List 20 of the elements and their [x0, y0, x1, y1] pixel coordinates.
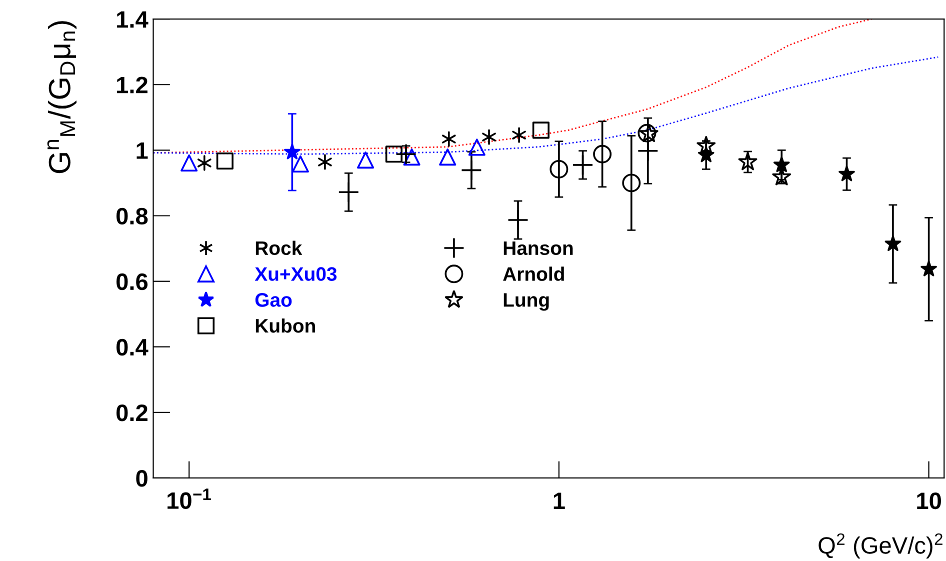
legend-label: Rock [256, 240, 302, 256]
legend-label: Gao [255, 293, 292, 307]
y-tick-label: 0.6 [116, 273, 148, 290]
legend-label: Arnold [503, 266, 564, 281]
y-tick-label: 0.2 [116, 404, 148, 422]
legend-label: Kubon [256, 318, 315, 333]
y-tick-label: 1 [136, 142, 148, 159]
x-tick-label: 10$^{−1}$ [168, 488, 211, 509]
legend-label: Xu+Xu03 [254, 267, 337, 281]
x-tick-label: 1 [554, 492, 565, 509]
y-tick-label: 0.4 [116, 338, 148, 356]
x-axis-title: Q$^{2}$ (GeV/c)$^{2}$ [818, 533, 942, 558]
y-axis-title: G$^{n}$$_{M}$/(G$_{D}$μ$_{n}$) [47, 21, 76, 174]
legend-label: Lung [504, 293, 549, 311]
legend-label: Hanson [504, 241, 573, 256]
y-tick-label: 1.4 [117, 11, 148, 28]
y-tick-label: 0.8 [116, 208, 148, 225]
y-tick-label: 0 [136, 470, 148, 487]
x-tick-label: 10 [917, 492, 941, 510]
y-tick-label: 1.2 [117, 76, 148, 94]
